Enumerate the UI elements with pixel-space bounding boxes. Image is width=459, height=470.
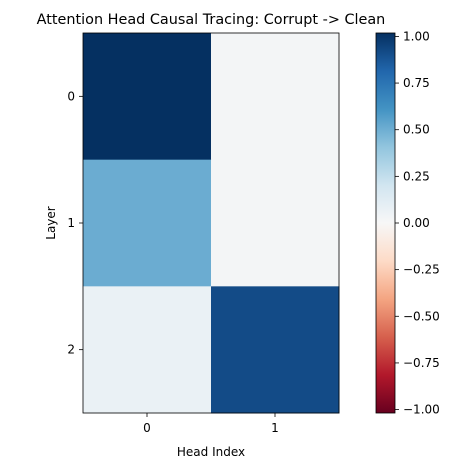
x-axis-label: Head Index	[177, 445, 245, 459]
heatmap-cell	[211, 286, 340, 414]
colorbar-tick-label: 1.00	[403, 29, 430, 43]
y-axis-ticks: 0 1 2	[67, 89, 83, 357]
colorbar-tick-label: 0.75	[403, 76, 430, 90]
heatmap-cell	[83, 286, 212, 414]
heatmap-cell	[211, 159, 340, 287]
x-tick-label: 1	[271, 421, 279, 435]
heatmap-cell	[83, 159, 212, 287]
colorbar-tick-label: −1.00	[403, 403, 440, 417]
heatmap-cells	[83, 33, 340, 414]
colorbar-tick-label: 0.25	[403, 169, 430, 183]
colorbar-tick-label: −0.75	[403, 356, 440, 370]
colorbar-tick-label: −0.25	[403, 263, 440, 277]
y-tick-label: 2	[67, 343, 75, 357]
colorbar-ticks: 1.00 0.75 0.50 0.25 0.00 −0.25 −0.50 −0.75 −1.00	[395, 29, 440, 417]
colorbar	[375, 32, 396, 414]
colorbar-tick-label: −0.50	[403, 309, 440, 323]
chart-title: Attention Head Causal Tracing: Corrupt -…	[37, 12, 386, 28]
heatmap-cell	[83, 33, 212, 161]
heatmap-cell	[211, 33, 340, 161]
x-tick-label: 0	[143, 421, 151, 435]
colorbar-tick-label: 0.50	[403, 123, 430, 137]
y-tick-label: 1	[67, 216, 75, 230]
colorbar-tick-label: 0.00	[403, 216, 430, 230]
y-axis-label: Layer	[44, 206, 58, 240]
y-tick-label: 0	[67, 89, 75, 103]
